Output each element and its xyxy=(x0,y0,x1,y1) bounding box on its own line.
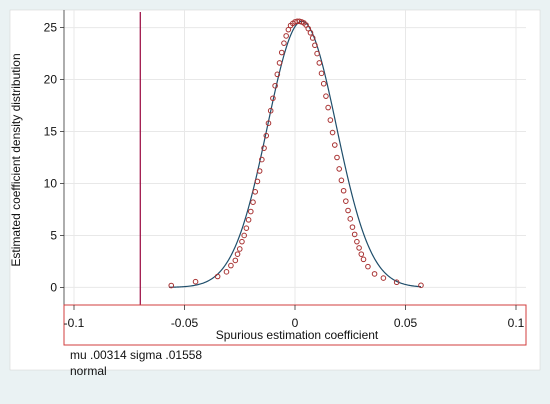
data-point xyxy=(318,70,325,77)
data-point xyxy=(365,263,371,270)
data-point xyxy=(263,132,270,139)
data-point xyxy=(281,40,287,46)
data-point xyxy=(309,35,316,41)
data-point xyxy=(278,49,285,56)
data-point xyxy=(270,95,276,102)
data-point xyxy=(254,178,261,185)
plot-region xyxy=(9,9,541,371)
y-tick-label: 10 xyxy=(44,176,58,190)
data-point xyxy=(312,42,318,49)
data-point xyxy=(241,232,247,239)
data-point xyxy=(252,189,259,195)
data-point xyxy=(283,33,289,39)
data-point xyxy=(256,168,263,174)
data-point xyxy=(334,154,340,161)
data-point xyxy=(349,224,356,230)
data-point xyxy=(236,246,243,252)
data-point xyxy=(168,282,175,289)
data-point xyxy=(340,187,347,194)
data-point xyxy=(316,60,323,66)
grid-lines xyxy=(64,10,526,305)
data-point xyxy=(250,199,256,205)
y-tick-label: 5 xyxy=(50,228,57,242)
data-point xyxy=(327,117,334,123)
data-point xyxy=(360,256,367,263)
x-tick-label: 0 xyxy=(292,316,299,330)
data-point xyxy=(351,231,358,238)
y-tick-label: 25 xyxy=(44,21,58,35)
data-point xyxy=(331,142,338,148)
y-tick-label: 15 xyxy=(44,125,58,139)
x-tick-label: 0.05 xyxy=(394,316,418,330)
data-point xyxy=(305,25,312,32)
data-point xyxy=(314,50,320,57)
data-point xyxy=(267,107,274,114)
data-point xyxy=(371,271,378,277)
data-point xyxy=(274,71,281,78)
y-ticks: 0 5 10 15 20 25 xyxy=(44,21,64,294)
data-point xyxy=(245,217,252,223)
data-point xyxy=(232,257,239,264)
x-tick-label: 0.1 xyxy=(508,316,525,330)
data-point xyxy=(354,238,360,245)
data-point xyxy=(239,238,245,245)
data-point xyxy=(323,93,329,99)
data-point xyxy=(248,208,254,215)
data-point xyxy=(223,269,230,275)
data-point xyxy=(192,278,199,285)
data-point xyxy=(265,120,272,126)
data-point xyxy=(272,82,278,89)
data-point xyxy=(276,60,283,66)
data-point xyxy=(343,198,349,204)
data-point xyxy=(261,145,267,151)
y-tick-label: 20 xyxy=(44,73,58,87)
data-point xyxy=(356,245,362,251)
data-point xyxy=(418,282,424,289)
data-point xyxy=(358,251,365,257)
data-point xyxy=(380,275,387,281)
data-point xyxy=(393,279,400,286)
x-tick-label: -0.1 xyxy=(64,316,85,330)
scatter-points xyxy=(168,18,424,289)
data-point xyxy=(228,262,234,269)
x-axis-label: Spurious estimation coefficient xyxy=(216,328,379,342)
normal-density-curve xyxy=(169,20,422,288)
data-point xyxy=(329,129,336,136)
legend-parameters: mu .00314 sigma .01558 xyxy=(70,348,203,362)
x-ticks: -0.1 -0.05 0 0.05 0.1 xyxy=(64,305,525,330)
data-point xyxy=(214,273,221,280)
data-point xyxy=(285,26,292,33)
data-point xyxy=(336,166,343,172)
data-point xyxy=(259,156,265,163)
data-point xyxy=(325,104,331,111)
data-point xyxy=(347,216,354,222)
data-point xyxy=(345,207,351,214)
normal-curve-layer xyxy=(169,20,422,288)
x-tick-label: -0.05 xyxy=(171,316,199,330)
data-point xyxy=(307,29,314,36)
legend-distribution: normal xyxy=(70,364,107,378)
data-point xyxy=(243,225,250,231)
y-tick-label: 0 xyxy=(50,280,57,294)
data-point xyxy=(320,80,327,87)
data-point xyxy=(338,177,345,184)
data-point xyxy=(234,251,241,257)
y-axis-label: Estimated coefficient density distributi… xyxy=(9,53,23,266)
